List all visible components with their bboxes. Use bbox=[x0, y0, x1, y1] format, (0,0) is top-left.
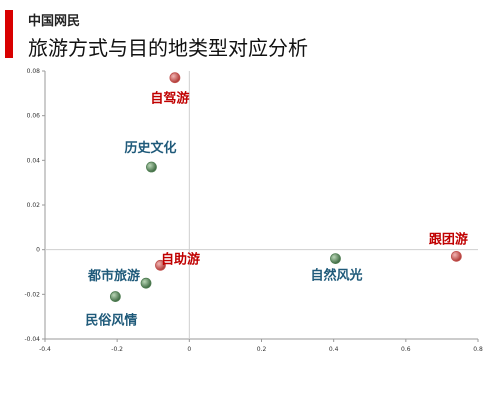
data-point bbox=[146, 161, 157, 173]
data-point-label: 自然风光 bbox=[310, 268, 362, 284]
data-point-label: 历史文化 bbox=[124, 140, 176, 156]
data-point bbox=[140, 277, 152, 289]
data-point bbox=[450, 250, 462, 262]
y-tick-label: -0.02 bbox=[24, 291, 40, 298]
x-tick-label: 0.8 bbox=[473, 346, 483, 353]
y-tick-label: -0.04 bbox=[24, 336, 40, 343]
data-point bbox=[155, 259, 166, 271]
x-tick-label: 0.6 bbox=[401, 346, 411, 353]
data-point-label: 自驾游 bbox=[150, 91, 189, 107]
y-tick-label: 0.04 bbox=[27, 157, 41, 164]
x-tick-label: 0.4 bbox=[329, 346, 339, 353]
data-point-label: 跟团游 bbox=[429, 231, 468, 247]
data-point-label: 民俗风情 bbox=[85, 313, 137, 329]
data-point bbox=[169, 72, 181, 84]
accent-bar bbox=[5, 10, 13, 58]
page-title: 旅游方式与目的地类型对应分析 bbox=[28, 36, 308, 60]
y-tick-label: 0.02 bbox=[27, 202, 41, 209]
data-point-label: 都市旅游 bbox=[87, 268, 140, 284]
data-point-label: 自助游 bbox=[161, 251, 200, 267]
x-tick-label: 0.2 bbox=[257, 346, 267, 353]
data-point bbox=[109, 291, 121, 302]
header-kicker: 中国网民 bbox=[28, 14, 81, 29]
x-tick-label: 0 bbox=[187, 346, 191, 353]
x-tick-label: -0.2 bbox=[111, 346, 123, 353]
y-tick-label: 0.06 bbox=[27, 113, 41, 120]
data-point bbox=[330, 253, 341, 265]
y-tick-label: 0 bbox=[36, 247, 40, 254]
x-tick-label: -0.4 bbox=[39, 346, 51, 353]
y-tick-label: 0.08 bbox=[27, 68, 41, 75]
